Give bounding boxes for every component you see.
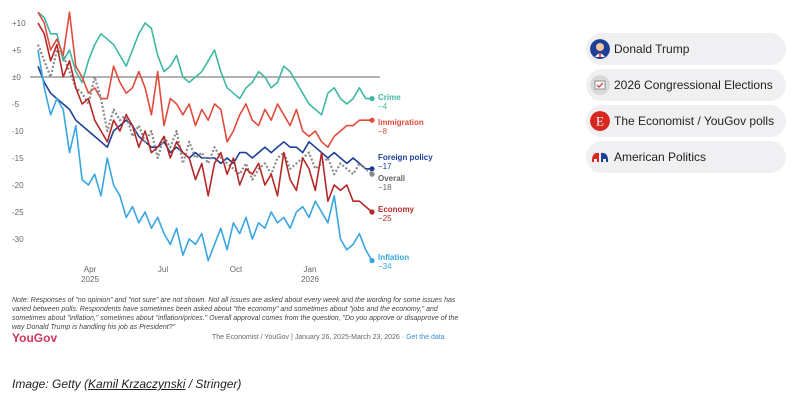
series-line-economy xyxy=(37,22,373,213)
series-value-label: −18 xyxy=(378,183,392,192)
x-tick-label: Jan xyxy=(304,265,317,274)
series-label: Foreign policy xyxy=(378,153,433,162)
series-label: Immigration xyxy=(378,118,424,127)
y-tick-label: -15 xyxy=(12,154,24,163)
tag-economist-yougov-polls[interactable]: E The Economist / YouGov polls xyxy=(586,105,787,137)
topic-tags: Donald Trump 2026 Congressional Election… xyxy=(586,33,787,177)
series-line-crime xyxy=(37,11,372,116)
elephant-donkey-icon xyxy=(590,147,610,167)
series-end-point xyxy=(369,209,375,215)
photographer-credit-link[interactable]: Kamil Krzaczynski xyxy=(88,377,186,391)
x-tick-label: 2026 xyxy=(301,275,319,284)
y-tick-label: -25 xyxy=(12,208,24,217)
tag-donald-trump[interactable]: Donald Trump xyxy=(586,33,787,65)
x-tick-label: Jul xyxy=(158,265,168,274)
series-end-point xyxy=(369,171,375,177)
series-end-point xyxy=(369,96,375,102)
series-value-label: −34 xyxy=(378,262,392,271)
get-data-link[interactable]: Get the data xyxy=(406,334,445,341)
tag-2026-congressional-elections[interactable]: 2026 Congressional Elections xyxy=(586,69,787,101)
source-text: The Economist / YouGov | January 26, 202… xyxy=(212,334,405,341)
caption-suffix: / Stringer) xyxy=(185,377,242,391)
series-label: Inflation xyxy=(378,253,409,262)
series-value-label: −4 xyxy=(378,102,388,111)
tag-label: The Economist / YouGov polls xyxy=(614,114,775,128)
tag-american-politics[interactable]: American Politics xyxy=(586,141,787,173)
series-end-point xyxy=(369,117,375,123)
series-line-inflation xyxy=(37,49,373,262)
tag-label: Donald Trump xyxy=(614,42,690,56)
series-label: Crime xyxy=(378,93,401,102)
tag-label: American Politics xyxy=(614,150,707,164)
y-tick-label: -20 xyxy=(12,181,24,190)
yougov-logo: YouGov xyxy=(12,331,58,345)
series-value-label: −17 xyxy=(378,162,392,171)
x-tick-label: 2025 xyxy=(81,275,99,284)
series-value-label: −25 xyxy=(378,214,392,223)
series-line-overall xyxy=(36,44,373,181)
y-tick-label: -30 xyxy=(12,235,24,244)
economist-e-icon: E xyxy=(590,111,610,131)
series-value-label: −8 xyxy=(378,127,388,136)
series-end-point xyxy=(369,166,375,172)
x-tick-label: Oct xyxy=(230,265,243,274)
ballot-icon xyxy=(590,75,610,95)
trump-portrait-icon xyxy=(590,39,610,59)
series-label: Economy xyxy=(378,205,415,214)
series-line-immigration xyxy=(37,11,372,148)
y-tick-label: -10 xyxy=(12,127,24,136)
caption-prefix: Image: Getty ( xyxy=(12,377,89,391)
y-tick-label: ±0 xyxy=(12,73,21,82)
y-tick-label: +10 xyxy=(12,19,26,28)
image-caption: Image: Getty (Kamil Krzaczynski / String… xyxy=(12,377,241,391)
series-label: Overall xyxy=(378,174,405,183)
x-tick-label: Apr xyxy=(84,265,97,274)
series-end-point xyxy=(369,258,375,264)
y-tick-label: +5 xyxy=(12,46,22,55)
tag-label: 2026 Congressional Elections xyxy=(614,78,773,92)
source-line: The Economist / YouGov | January 26, 202… xyxy=(212,334,445,341)
svg-text:E: E xyxy=(596,114,604,129)
chart-note: Note: Responses of "no opinion" and "not… xyxy=(12,297,459,331)
y-tick-label: -5 xyxy=(12,100,20,109)
